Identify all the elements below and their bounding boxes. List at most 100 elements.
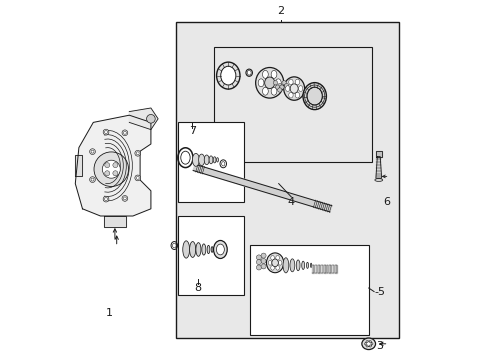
Polygon shape: [314, 265, 316, 273]
Ellipse shape: [268, 261, 271, 265]
Bar: [178, 122, 244, 202]
Ellipse shape: [221, 162, 224, 166]
Ellipse shape: [270, 256, 274, 260]
Circle shape: [256, 255, 261, 260]
Circle shape: [104, 131, 107, 134]
Ellipse shape: [374, 179, 382, 181]
Text: 4: 4: [287, 197, 294, 207]
Bar: [213, 47, 371, 162]
Ellipse shape: [295, 92, 299, 98]
Polygon shape: [326, 265, 328, 273]
Polygon shape: [335, 265, 336, 273]
Circle shape: [261, 264, 265, 269]
Circle shape: [279, 85, 284, 89]
Ellipse shape: [306, 262, 308, 269]
Ellipse shape: [266, 253, 283, 273]
Ellipse shape: [183, 241, 189, 258]
Ellipse shape: [365, 341, 371, 346]
Circle shape: [89, 149, 95, 154]
Ellipse shape: [262, 71, 268, 78]
Ellipse shape: [289, 84, 298, 93]
Ellipse shape: [289, 259, 294, 272]
Polygon shape: [323, 265, 325, 273]
Circle shape: [113, 163, 118, 168]
Polygon shape: [332, 265, 333, 273]
Circle shape: [89, 177, 95, 183]
Polygon shape: [193, 164, 331, 212]
Ellipse shape: [288, 92, 292, 98]
Circle shape: [113, 171, 118, 176]
Circle shape: [146, 114, 155, 123]
Ellipse shape: [216, 62, 240, 89]
Ellipse shape: [310, 263, 311, 267]
Ellipse shape: [220, 66, 235, 85]
Polygon shape: [104, 216, 125, 227]
Circle shape: [275, 85, 279, 89]
Circle shape: [365, 341, 367, 343]
Text: 3: 3: [375, 341, 382, 351]
Ellipse shape: [271, 259, 278, 266]
Ellipse shape: [283, 77, 304, 100]
Ellipse shape: [270, 265, 274, 270]
Ellipse shape: [207, 246, 209, 253]
Ellipse shape: [247, 71, 251, 75]
Ellipse shape: [255, 68, 283, 98]
Ellipse shape: [270, 71, 276, 78]
Ellipse shape: [213, 240, 227, 258]
Circle shape: [368, 341, 371, 343]
Ellipse shape: [211, 247, 213, 252]
Circle shape: [136, 152, 139, 155]
Ellipse shape: [204, 155, 209, 165]
Ellipse shape: [285, 86, 289, 91]
Ellipse shape: [213, 157, 216, 163]
Ellipse shape: [181, 151, 190, 164]
Text: 8: 8: [194, 283, 201, 293]
Ellipse shape: [301, 261, 304, 269]
Polygon shape: [311, 265, 313, 273]
Ellipse shape: [258, 79, 264, 87]
Ellipse shape: [209, 156, 213, 164]
Ellipse shape: [298, 86, 302, 91]
Circle shape: [261, 258, 265, 264]
Circle shape: [103, 196, 109, 202]
Circle shape: [122, 195, 127, 201]
Circle shape: [104, 171, 109, 176]
Text: -5: -5: [373, 287, 384, 297]
Polygon shape: [129, 108, 158, 130]
Circle shape: [284, 84, 288, 88]
Bar: [176, 22, 399, 338]
Circle shape: [123, 131, 126, 134]
Polygon shape: [75, 115, 151, 216]
Circle shape: [104, 198, 107, 201]
Circle shape: [365, 345, 367, 347]
Ellipse shape: [189, 242, 195, 257]
Circle shape: [123, 197, 126, 200]
Circle shape: [136, 176, 139, 179]
Polygon shape: [329, 265, 330, 273]
Polygon shape: [317, 265, 319, 273]
Circle shape: [282, 81, 285, 85]
Circle shape: [364, 343, 366, 345]
Ellipse shape: [202, 244, 205, 255]
Text: 2: 2: [276, 6, 284, 16]
Ellipse shape: [361, 338, 375, 350]
Circle shape: [256, 265, 261, 270]
Circle shape: [91, 178, 94, 181]
Polygon shape: [320, 265, 322, 273]
Circle shape: [122, 130, 127, 136]
Circle shape: [368, 345, 371, 347]
Circle shape: [104, 163, 109, 168]
Circle shape: [94, 152, 128, 186]
Ellipse shape: [275, 79, 281, 87]
Circle shape: [370, 343, 372, 345]
Circle shape: [135, 175, 141, 181]
Ellipse shape: [296, 260, 300, 271]
Ellipse shape: [172, 243, 176, 248]
Circle shape: [91, 150, 94, 153]
Ellipse shape: [196, 243, 201, 256]
Circle shape: [103, 129, 109, 135]
Bar: [178, 216, 244, 295]
Circle shape: [256, 260, 261, 265]
Ellipse shape: [303, 83, 325, 109]
Circle shape: [102, 160, 120, 178]
